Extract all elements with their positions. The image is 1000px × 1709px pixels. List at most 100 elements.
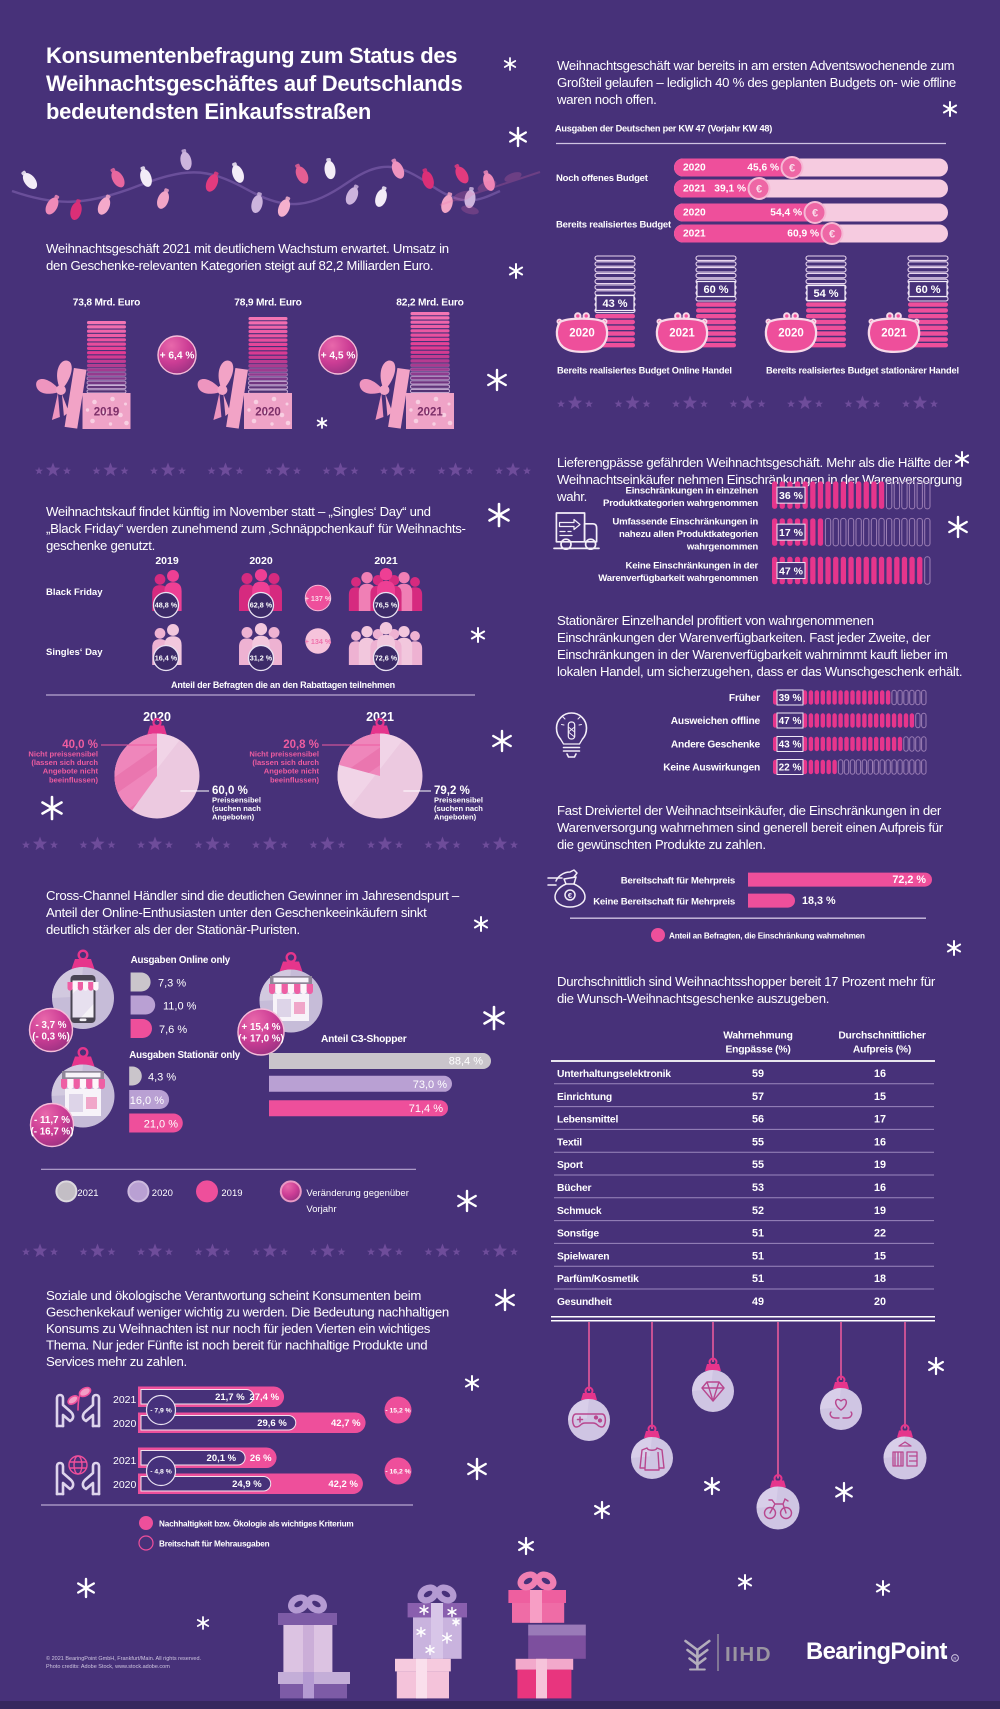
svg-text:BearingPoint: BearingPoint: [806, 1638, 948, 1665]
svg-text:2020: 2020: [569, 328, 595, 340]
svg-text:55: 55: [752, 1159, 764, 1171]
svg-text:52: 52: [752, 1205, 764, 1217]
svg-text:Warenverfügbarkeit wahrgenomme: Warenverfügbarkeit wahrgenommen: [598, 573, 758, 584]
svg-text:Spielwaren: Spielwaren: [557, 1251, 609, 1262]
svg-text:79,2 %: 79,2 %: [434, 785, 470, 797]
svg-text:26 %: 26 %: [250, 1453, 272, 1464]
svg-text:nahezu allen Produktkategorien: nahezu allen Produktkategorien: [619, 529, 758, 540]
svg-text:72,2 %: 72,2 %: [892, 874, 926, 886]
svg-text:€: €: [829, 229, 835, 241]
svg-text:Sport: Sport: [557, 1160, 584, 1171]
svg-text:(lassen sich durch: (lassen sich durch: [252, 758, 319, 767]
svg-text:2021: 2021: [366, 710, 394, 724]
svg-text:Singles‘ Day: Singles‘ Day: [46, 647, 103, 658]
svg-text:20,8 %: 20,8 %: [283, 739, 319, 751]
svg-text:2020: 2020: [255, 407, 281, 419]
svg-text:2020: 2020: [249, 555, 273, 567]
svg-text:22: 22: [874, 1228, 886, 1240]
svg-text:Nicht preissensibel: Nicht preissensibel: [249, 750, 319, 759]
svg-text:27,4 %: 27,4 %: [249, 1392, 279, 1403]
svg-text:Thema. Nur jeder Fünfte ist no: Thema. Nur jeder Fünfte ist noch bereit …: [46, 1338, 427, 1353]
svg-text:Wahrnehmung: Wahrnehmung: [723, 1031, 793, 1042]
svg-text:2021: 2021: [113, 1394, 137, 1406]
svg-text:© 2021 BearingPoint GmbH, Fran: © 2021 BearingPoint GmbH, Frankfurt/Main…: [46, 1655, 202, 1662]
svg-text:18: 18: [874, 1273, 886, 1285]
svg-text:Weihnachtsgeschäft 2021 mit de: Weihnachtsgeschäft 2021 mit deutlichem W…: [46, 241, 449, 256]
svg-text:Bereits realisiertes Budget: Bereits realisiertes Budget: [556, 220, 672, 231]
svg-text:39 %: 39 %: [779, 693, 802, 704]
svg-text:20,1 %: 20,1 %: [207, 1453, 237, 1464]
svg-text:2020: 2020: [152, 1188, 173, 1199]
svg-text:(- 0,3 %): (- 0,3 %): [32, 1031, 70, 1042]
svg-text:Ausgaben Stationär only: Ausgaben Stationär only: [129, 1050, 241, 1061]
svg-text:47 %: 47 %: [779, 716, 802, 727]
svg-text:beeinflussen): beeinflussen): [270, 775, 319, 784]
svg-text:Textil: Textil: [557, 1137, 582, 1148]
svg-text:Bereitschaft für Mehrpreis: Bereitschaft für Mehrpreis: [621, 876, 735, 887]
svg-text:Durchschnittlicher: Durchschnittlicher: [838, 1031, 926, 1042]
svg-text:- 16,2 %: - 16,2 %: [385, 1469, 410, 1476]
svg-text:Produktkategorien wahrgenommen: Produktkategorien wahrgenommen: [603, 498, 758, 509]
svg-text:Nicht preissensibel: Nicht preissensibel: [28, 750, 98, 759]
svg-text:- 7,9 %: - 7,9 %: [150, 1408, 172, 1415]
svg-text:7,6 %: 7,6 %: [159, 1024, 187, 1036]
svg-text:2019: 2019: [155, 555, 179, 567]
svg-text:Weihnachtseinkäufer nehmen Ein: Weihnachtseinkäufer nehmen Einschränkung…: [557, 472, 962, 487]
svg-text:54 %: 54 %: [813, 288, 838, 300]
svg-text:2020: 2020: [113, 1479, 137, 1491]
svg-text:2019: 2019: [221, 1188, 242, 1199]
svg-text:Bereits realisiertes Budget On: Bereits realisiertes Budget Online Hande…: [557, 366, 732, 376]
svg-text:Großteil gelaufen – lediglich: Großteil gelaufen – lediglich 40 % des g…: [557, 75, 956, 90]
svg-text:Black Friday: Black Friday: [46, 587, 103, 598]
svg-text:+ 15,4 %: + 15,4 %: [242, 1022, 281, 1033]
svg-text:(suchen nach: (suchen nach: [212, 804, 261, 813]
svg-text:Konsumentenbefragung zum Statu: Konsumentenbefragung zum Status des: [46, 43, 457, 68]
svg-text:R: R: [953, 1656, 957, 1661]
svg-text:15: 15: [874, 1091, 886, 1103]
svg-text:geschenke genutzt.: geschenke genutzt.: [46, 538, 155, 553]
svg-text:2020: 2020: [143, 710, 171, 724]
svg-text:47 %: 47 %: [779, 565, 804, 577]
svg-text:78,9 Mrd. Euro: 78,9 Mrd. Euro: [234, 298, 301, 309]
svg-text:Cross-Channel Händler sind die: Cross-Channel Händler sind die deutliche…: [46, 888, 460, 903]
svg-text:den Geschenke-relevanten Kateg: den Geschenke-relevanten Kategorien stei…: [46, 258, 433, 273]
svg-text:Einschränkungen in der Warenve: Einschränkungen in der Warenverfügbarkei…: [557, 647, 948, 662]
svg-text:Weihnachtskauf findet künftig: Weihnachtskauf findet künftig im Novembe…: [46, 504, 431, 519]
svg-text:16,4 %: 16,4 %: [155, 654, 178, 663]
svg-text:Angebote nicht: Angebote nicht: [43, 767, 99, 776]
svg-text:73,8 Mrd. Euro: 73,8 Mrd. Euro: [73, 298, 140, 309]
svg-text:Gesundheit: Gesundheit: [557, 1297, 612, 1308]
svg-text:45,6 %: 45,6 %: [747, 163, 779, 174]
svg-text:„Black Friday“ werden zunehmen: „Black Friday“ werden zunehmend zum ‚Sch…: [46, 521, 466, 536]
svg-text:€: €: [756, 184, 762, 196]
svg-text:Anteil der Befragten die an de: Anteil der Befragten die an den Rabattag…: [171, 680, 395, 690]
svg-text:42,7 %: 42,7 %: [331, 1418, 361, 1429]
svg-text:Früher: Früher: [729, 693, 760, 704]
svg-text:4,3 %: 4,3 %: [148, 1072, 176, 1084]
svg-text:51: 51: [752, 1228, 764, 1240]
svg-text:60,9 %: 60,9 %: [787, 229, 819, 240]
svg-text:2020: 2020: [683, 163, 706, 174]
svg-text:Weihnachtsgeschäft war bereits: Weihnachtsgeschäft war bereits in am ers…: [557, 58, 955, 73]
svg-text:43 %: 43 %: [602, 298, 627, 310]
svg-text:Weihnachtsgeschäftes auf Deuts: Weihnachtsgeschäftes auf Deutschlands: [46, 71, 462, 96]
svg-text:Geschenkekauf weniger wichtig: Geschenkekauf weniger wichtig zu werden.…: [46, 1305, 449, 1320]
svg-text:die gewünschten Produkte zu za: die gewünschten Produkte zu zahlen.: [557, 837, 766, 852]
svg-text:2021: 2021: [113, 1455, 137, 1467]
svg-text:+ 137 %: + 137 %: [305, 594, 332, 603]
svg-text:Anteil C3-Shopper: Anteil C3-Shopper: [321, 1034, 407, 1045]
svg-text:Sonstige: Sonstige: [557, 1229, 599, 1240]
svg-text:2021: 2021: [683, 229, 706, 240]
svg-text:Stationärer Einzelhandel profi: Stationärer Einzelhandel profitiert von …: [557, 613, 874, 628]
svg-text:48,8 %: 48,8 %: [155, 601, 178, 610]
svg-text:16: 16: [874, 1136, 886, 1148]
svg-text:Konsums zu Weihnachten ist nur: Konsums zu Weihnachten ist nur noch für …: [46, 1321, 431, 1336]
svg-text:54,4 %: 54,4 %: [770, 208, 802, 219]
svg-text:(suchen nach: (suchen nach: [434, 804, 483, 813]
svg-text:Bücher: Bücher: [557, 1183, 591, 1194]
svg-text:Engpässe (%): Engpässe (%): [725, 1045, 790, 1056]
svg-text:Noch offenes Budget: Noch offenes Budget: [556, 173, 649, 184]
svg-text:2021: 2021: [669, 328, 695, 340]
svg-text:wahrgenommen: wahrgenommen: [686, 542, 759, 553]
svg-text:+ 6,4 %: + 6,4 %: [160, 351, 195, 362]
